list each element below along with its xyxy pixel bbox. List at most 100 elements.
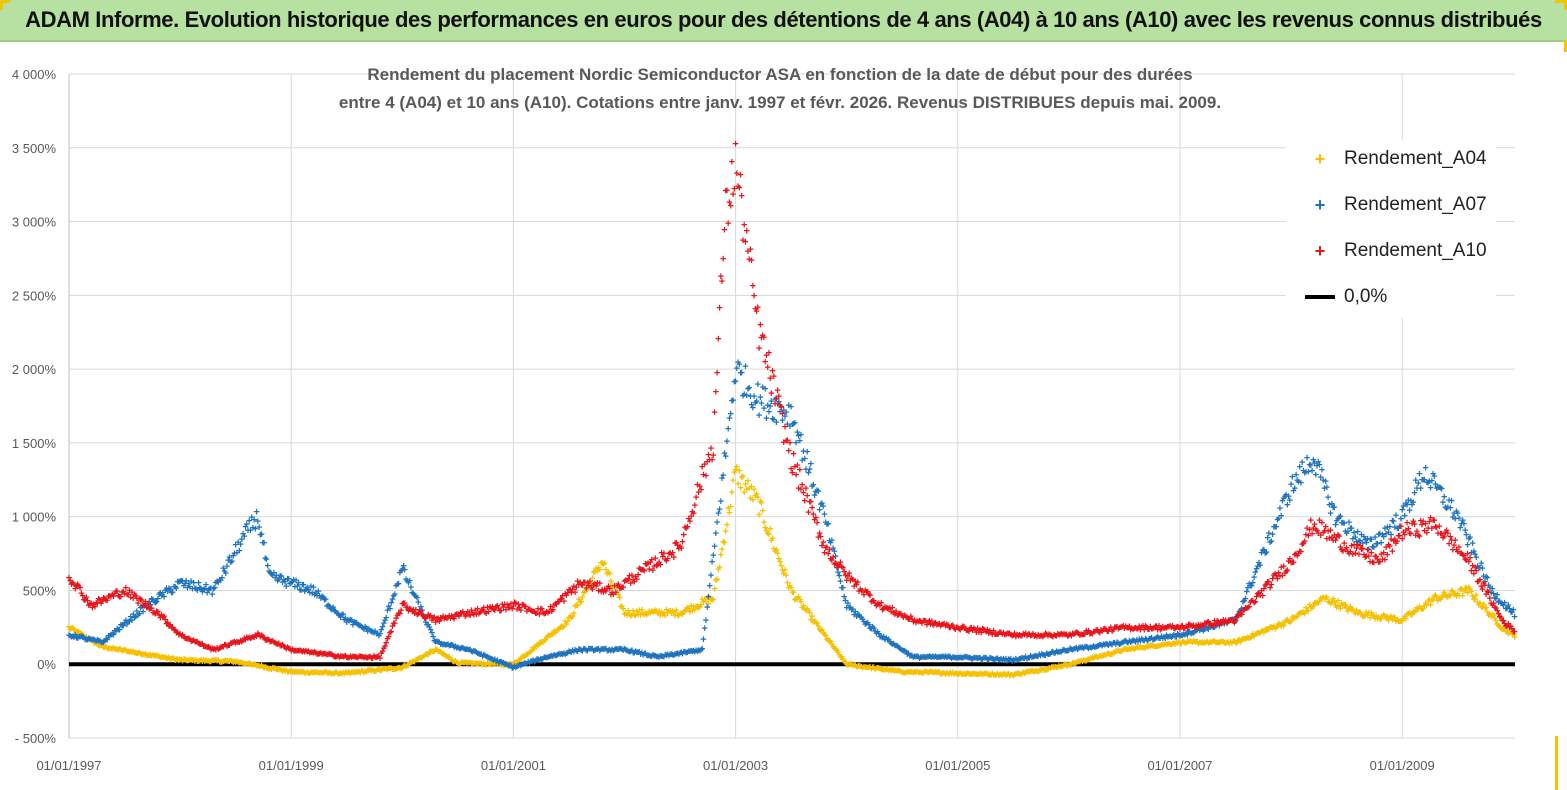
data-point: + bbox=[1030, 652, 1036, 664]
data-point: + bbox=[1126, 635, 1132, 647]
data-point: + bbox=[1290, 485, 1296, 497]
data-point: + bbox=[315, 648, 321, 660]
data-point: + bbox=[1101, 649, 1107, 661]
data-point: + bbox=[173, 583, 179, 595]
data-point: + bbox=[781, 405, 787, 417]
data-point: + bbox=[344, 668, 350, 680]
data-point: + bbox=[710, 550, 716, 562]
data-point: + bbox=[1432, 479, 1438, 491]
data-point: + bbox=[792, 417, 798, 429]
data-point: + bbox=[1371, 542, 1377, 554]
data-point: + bbox=[1226, 615, 1232, 627]
data-point: + bbox=[924, 667, 930, 679]
data-point: + bbox=[1188, 636, 1194, 648]
data-point: + bbox=[200, 584, 206, 596]
data-point: + bbox=[1227, 636, 1233, 648]
data-point: + bbox=[420, 610, 426, 622]
data-point: + bbox=[1399, 616, 1405, 628]
data-point: + bbox=[1274, 514, 1280, 526]
data-point: + bbox=[108, 592, 114, 604]
data-point: + bbox=[124, 647, 130, 659]
data-point: + bbox=[1374, 613, 1380, 625]
data-point: + bbox=[88, 598, 94, 610]
data-point: + bbox=[1040, 664, 1046, 676]
data-point: + bbox=[1456, 591, 1462, 603]
data-point: + bbox=[589, 643, 595, 655]
data-point: + bbox=[562, 649, 568, 661]
data-point: + bbox=[409, 657, 415, 669]
data-point: + bbox=[1298, 478, 1304, 490]
data-point: + bbox=[726, 507, 732, 519]
data-point: + bbox=[225, 555, 231, 567]
data-point: + bbox=[1211, 622, 1217, 634]
data-point: + bbox=[305, 584, 311, 596]
data-point: + bbox=[1240, 596, 1246, 608]
data-point: + bbox=[1498, 623, 1504, 635]
data-point: + bbox=[273, 638, 279, 650]
data-point: + bbox=[905, 667, 911, 679]
data-point: + bbox=[145, 650, 151, 662]
data-point: + bbox=[843, 602, 849, 614]
data-point: + bbox=[589, 573, 595, 585]
data-point: + bbox=[1247, 633, 1253, 645]
data-point: + bbox=[946, 651, 952, 663]
data-point: + bbox=[220, 563, 226, 575]
data-point: + bbox=[613, 643, 619, 655]
data-point: + bbox=[1338, 518, 1344, 530]
data-point: + bbox=[771, 543, 777, 555]
data-point: + bbox=[721, 448, 727, 460]
data-point: + bbox=[1010, 671, 1016, 683]
data-point: + bbox=[1434, 592, 1440, 604]
data-point: + bbox=[593, 644, 599, 656]
data-point: + bbox=[546, 630, 552, 642]
data-point: + bbox=[889, 639, 895, 651]
data-point: + bbox=[78, 588, 84, 600]
data-point: + bbox=[252, 659, 258, 671]
data-point: + bbox=[794, 427, 800, 439]
data-point: + bbox=[1176, 630, 1182, 642]
data-point: + bbox=[1166, 632, 1172, 644]
data-point: + bbox=[839, 652, 845, 664]
data-point: + bbox=[450, 656, 456, 668]
data-point: + bbox=[573, 600, 579, 612]
data-point: + bbox=[1356, 607, 1362, 619]
data-point: + bbox=[583, 585, 589, 597]
data-point: + bbox=[1105, 648, 1111, 660]
data-point: + bbox=[604, 568, 610, 580]
data-point: + bbox=[134, 648, 140, 660]
data-point: + bbox=[830, 641, 836, 653]
data-point: + bbox=[750, 403, 756, 415]
data-point: + bbox=[81, 594, 87, 606]
data-point: + bbox=[1343, 603, 1349, 615]
data-point: + bbox=[242, 522, 248, 534]
data-point: + bbox=[1389, 515, 1395, 527]
data-point: + bbox=[867, 661, 873, 673]
data-point: + bbox=[244, 632, 250, 644]
data-point: + bbox=[414, 654, 420, 666]
data-point: + bbox=[1142, 634, 1148, 646]
data-point: + bbox=[1206, 621, 1212, 633]
data-point: + bbox=[102, 593, 108, 605]
data-point: + bbox=[208, 656, 214, 668]
data-point: + bbox=[699, 594, 705, 606]
data-point: + bbox=[935, 652, 941, 664]
data-point: + bbox=[499, 657, 505, 669]
data-point: + bbox=[608, 576, 614, 588]
data-point: + bbox=[204, 588, 210, 600]
data-point: + bbox=[283, 665, 289, 677]
data-point: + bbox=[531, 657, 537, 669]
data-point: + bbox=[510, 662, 516, 674]
data-point: + bbox=[1066, 659, 1072, 671]
data-point: + bbox=[190, 635, 196, 647]
data-point: + bbox=[1380, 609, 1386, 621]
data-point: + bbox=[93, 636, 99, 648]
data-point: + bbox=[506, 660, 512, 672]
data-point: + bbox=[1495, 620, 1501, 632]
data-point: + bbox=[1430, 595, 1436, 607]
data-point: + bbox=[1284, 499, 1290, 511]
data-point: + bbox=[156, 589, 162, 601]
data-point: + bbox=[1330, 502, 1336, 514]
data-point: + bbox=[119, 620, 125, 632]
data-point: + bbox=[207, 643, 213, 655]
data-point: + bbox=[943, 652, 949, 664]
